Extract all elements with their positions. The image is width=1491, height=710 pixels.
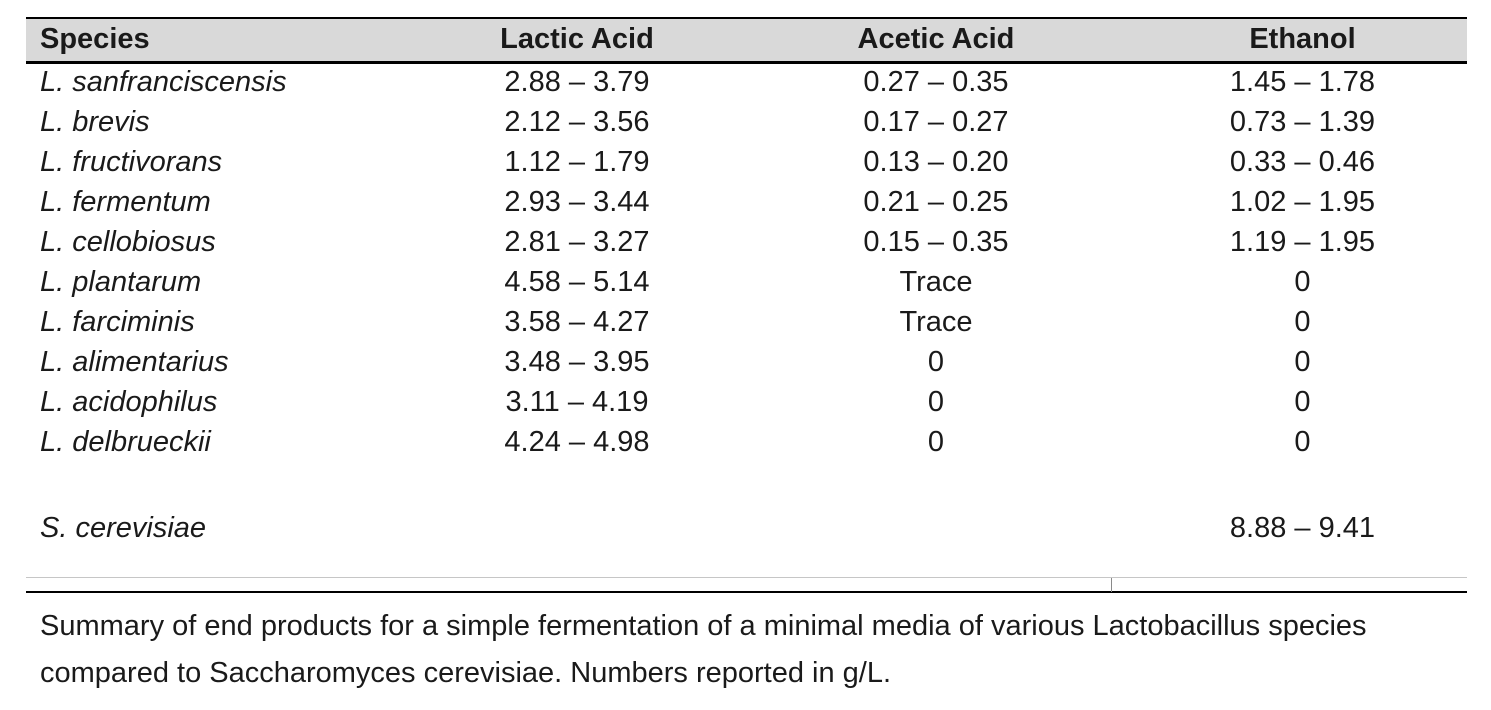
lactic-acid-cell: 3.58 – 4.27 — [504, 305, 650, 338]
acetic-acid-cell: 0.15 – 0.35 — [863, 225, 1009, 258]
lactic-acid-cell: 2.81 – 3.27 — [504, 225, 650, 258]
fermentation-products-table: Species Lactic Acid Acetic Acid Ethanol … — [26, 17, 1467, 548]
table-row: L. plantarum 4.58 – 5.14 Trace 0 — [26, 262, 1467, 302]
acetic-acid-cell: 0 — [927, 345, 945, 378]
ethanol-cell: 0.33 – 0.46 — [1229, 145, 1376, 178]
species-cell: L. plantarum — [40, 265, 202, 298]
ethanol-cell: 0 — [1294, 345, 1311, 378]
species-cell: L. farciminis — [40, 305, 195, 338]
species-cell: L. delbrueckii — [40, 425, 211, 458]
species-cell: L. sanfranciscensis — [40, 66, 287, 99]
table-row: L. farciminis 3.58 – 4.27 Trace 0 — [26, 302, 1467, 342]
table-bottom-rule — [26, 577, 1467, 592]
ethanol-cell: 0 — [1294, 425, 1311, 458]
ethanol-cell: 0 — [1294, 385, 1311, 418]
lactic-acid-cell — [420, 508, 734, 548]
ethanol-cell: 1.02 – 1.95 — [1229, 185, 1376, 218]
lactic-acid-cell: 4.24 – 4.98 — [504, 425, 650, 458]
acetic-acid-cell — [734, 508, 1138, 548]
column-divider-tick — [1111, 578, 1112, 592]
lactic-acid-cell: 3.11 – 4.19 — [505, 385, 649, 418]
ethanol-cell: 8.88 – 9.41 — [1229, 511, 1376, 544]
acetic-acid-cell: 0.21 – 0.25 — [863, 185, 1009, 218]
table-row: L. fermentum 2.93 – 3.44 0.21 – 0.25 1.0… — [26, 182, 1467, 222]
ethanol-cell: 0 — [1294, 265, 1311, 298]
species-cell: L. fermentum — [40, 185, 211, 218]
acetic-acid-cell: 0.17 – 0.27 — [863, 105, 1009, 138]
table-row: L. delbrueckii 4.24 – 4.98 0 0 — [26, 422, 1467, 462]
species-cell: L. cellobiosus — [40, 225, 216, 258]
caption-block: Summary of end products for a simple fer… — [26, 591, 1467, 697]
ethanol-cell: 1.19 – 1.95 — [1229, 225, 1376, 258]
empty-cell — [734, 462, 1138, 508]
lactic-acid-cell: 1.12 – 1.79 — [504, 145, 650, 178]
col-header-ethanol: Ethanol — [1138, 17, 1467, 64]
acetic-acid-cell: 0 — [927, 425, 945, 458]
acetic-acid-cell: 0.27 – 0.35 — [863, 66, 1009, 99]
acetic-acid-cell: 0.13 – 0.20 — [863, 145, 1009, 178]
ethanol-cell: 0.73 – 1.39 — [1229, 105, 1376, 138]
table-row: L. brevis 2.12 – 3.56 0.17 – 0.27 0.73 –… — [26, 102, 1467, 142]
header-row: Species Lactic Acid Acetic Acid Ethanol — [26, 17, 1467, 64]
ethanol-cell: 1.45 – 1.78 — [1229, 66, 1376, 99]
lactic-acid-cell: 2.12 – 3.56 — [504, 105, 650, 138]
col-header-acetic-acid: Acetic Acid — [733, 17, 1138, 64]
col-header-species: Species — [26, 17, 420, 64]
table-row: L. fructivorans 1.12 – 1.79 0.13 – 0.20 … — [26, 142, 1467, 182]
ethanol-cell: 0 — [1294, 305, 1311, 338]
lactic-acid-cell: 2.93 – 3.44 — [504, 185, 650, 218]
table-row: L. acidophilus 3.11 – 4.19 0 0 — [26, 382, 1467, 422]
acetic-acid-cell: Trace — [899, 265, 973, 298]
table-row: S. cerevisiae 8.88 – 9.41 — [26, 508, 1467, 548]
col-header-lactic-acid: Lactic Acid — [419, 17, 734, 64]
species-cell: L. alimentarius — [40, 345, 229, 378]
acetic-acid-cell: 0 — [927, 385, 945, 418]
species-cell: L. fructivorans — [40, 145, 223, 178]
empty-cell — [420, 462, 734, 508]
empty-cell — [1138, 462, 1467, 508]
species-cell: L. acidophilus — [40, 385, 218, 418]
table-caption: Summary of end products for a simple fer… — [40, 610, 1367, 689]
species-cell: S. cerevisiae — [40, 511, 207, 544]
lactic-acid-cell: 3.48 – 3.95 — [504, 345, 650, 378]
spacer-row — [26, 462, 1467, 508]
table-row: L. alimentarius 3.48 – 3.95 0 0 — [26, 342, 1467, 382]
species-cell: L. brevis — [40, 105, 150, 138]
table-row: L. sanfranciscensis 2.88 – 3.79 0.27 – 0… — [26, 62, 1467, 102]
acetic-acid-cell: Trace — [899, 305, 973, 338]
empty-cell — [26, 462, 420, 508]
lactic-acid-cell: 4.58 – 5.14 — [504, 265, 650, 298]
table-row: L. cellobiosus 2.81 – 3.27 0.15 – 0.35 1… — [26, 222, 1467, 262]
lactic-acid-cell: 2.88 – 3.79 — [504, 66, 650, 99]
